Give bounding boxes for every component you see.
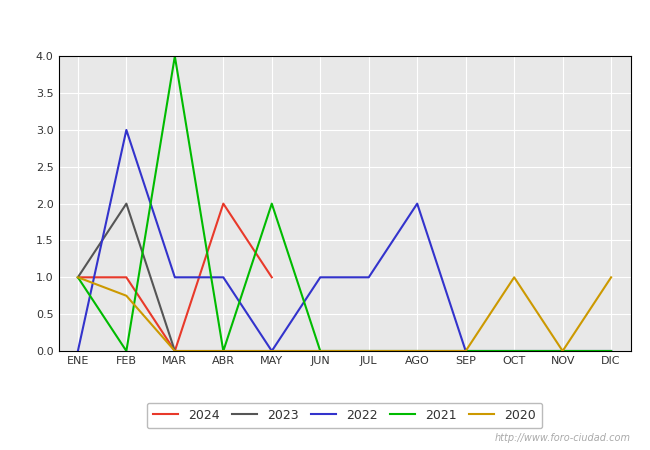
Text: http://www.foro-ciudad.com: http://www.foro-ciudad.com xyxy=(495,433,630,443)
Text: Matriculaciones de Vehiculos en El Cerro: Matriculaciones de Vehiculos en El Cerro xyxy=(157,14,493,33)
Legend: 2024, 2023, 2022, 2021, 2020: 2024, 2023, 2022, 2021, 2020 xyxy=(147,403,542,428)
